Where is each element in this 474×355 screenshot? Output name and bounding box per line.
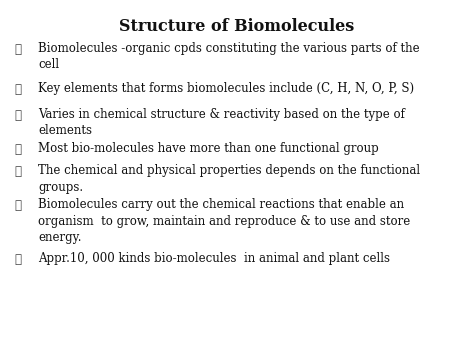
Text: ❖: ❖ bbox=[15, 83, 21, 96]
Text: ❖: ❖ bbox=[15, 43, 21, 56]
Text: ❖: ❖ bbox=[15, 253, 21, 266]
Text: Key elements that forms biomolecules include (C, H, N, O, P, S): Key elements that forms biomolecules inc… bbox=[38, 82, 414, 95]
Text: Appr.10, 000 kinds bio-molecules  in animal and plant cells: Appr.10, 000 kinds bio-molecules in anim… bbox=[38, 252, 390, 265]
Text: The chemical and physical properties depends on the functional
groups.: The chemical and physical properties dep… bbox=[38, 164, 420, 193]
Text: ❖: ❖ bbox=[15, 109, 21, 122]
Text: Biomolecules carry out the chemical reactions that enable an
organism  to grow, : Biomolecules carry out the chemical reac… bbox=[38, 198, 410, 244]
Text: Biomolecules -organic cpds constituting the various parts of the
cell: Biomolecules -organic cpds constituting … bbox=[38, 42, 419, 71]
Text: ❖: ❖ bbox=[15, 165, 21, 178]
Text: Most bio-molecules have more than one functional group: Most bio-molecules have more than one fu… bbox=[38, 142, 379, 155]
Text: Structure of Biomolecules: Structure of Biomolecules bbox=[119, 18, 355, 35]
Text: ❖: ❖ bbox=[15, 199, 21, 212]
Text: Varies in chemical structure & reactivity based on the type of
elements: Varies in chemical structure & reactivit… bbox=[38, 108, 405, 137]
Text: ❖: ❖ bbox=[15, 143, 21, 156]
